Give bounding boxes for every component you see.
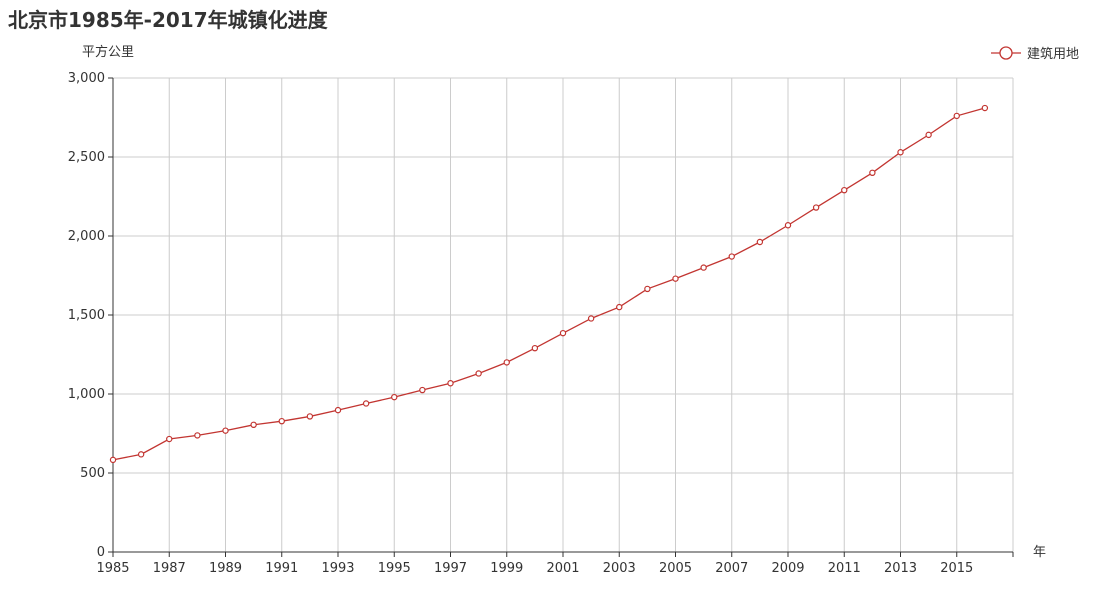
- x-tick-label: 1987: [153, 561, 186, 576]
- data-point[interactable]: [166, 435, 173, 443]
- data-point[interactable]: [531, 344, 539, 352]
- data-point[interactable]: [841, 186, 848, 194]
- data-point[interactable]: [222, 427, 229, 434]
- x-tick-label: 2005: [659, 561, 692, 576]
- data-point[interactable]: [250, 421, 257, 429]
- data-point[interactable]: [391, 393, 398, 401]
- x-tick-label: 2007: [715, 561, 748, 576]
- y-tick-label: 1,500: [68, 308, 105, 323]
- data-point[interactable]: [644, 285, 651, 293]
- data-point[interactable]: [587, 315, 595, 322]
- data-point[interactable]: [700, 264, 707, 271]
- x-tick-label: 2003: [603, 561, 636, 576]
- data-point[interactable]: [278, 417, 285, 425]
- data-point[interactable]: [419, 386, 426, 394]
- data-point[interactable]: [756, 238, 764, 246]
- legend-marker-icon[interactable]: [999, 46, 1013, 60]
- data-point[interactable]: [475, 370, 482, 377]
- y-tick-label: 0: [97, 545, 105, 560]
- x-tick-label: 2011: [828, 561, 861, 576]
- data-point[interactable]: [194, 432, 201, 439]
- chart-title: 北京市1985年-2017年城镇化进度: [8, 8, 328, 32]
- x-tick-label: 1993: [321, 561, 354, 576]
- y-tick-label: 2,500: [68, 150, 105, 165]
- data-point[interactable]: [784, 222, 792, 229]
- data-point[interactable]: [925, 131, 932, 139]
- data-point[interactable]: [137, 451, 145, 458]
- data-point[interactable]: [812, 204, 820, 211]
- x-tick-label: 2001: [546, 561, 579, 576]
- y-axis-label: 平方公里: [82, 44, 134, 60]
- x-tick-label: 1999: [490, 561, 523, 576]
- x-tick-label: 1995: [378, 561, 411, 576]
- data-point[interactable]: [109, 456, 117, 464]
- data-point[interactable]: [334, 406, 342, 414]
- x-tick-label: 2015: [940, 561, 973, 576]
- data-point[interactable]: [503, 359, 510, 366]
- legend-label[interactable]: 建筑用地: [1027, 46, 1079, 62]
- data-point[interactable]: [728, 253, 735, 260]
- x-tick-label: 1985: [96, 561, 129, 576]
- x-tick-label: 1989: [209, 561, 242, 576]
- series-line: [112, 107, 986, 461]
- x-tick-label: 2013: [884, 561, 917, 576]
- x-tick-label: 1991: [265, 561, 298, 576]
- x-tick-label: 1997: [434, 561, 467, 576]
- data-point[interactable]: [953, 112, 960, 120]
- data-point[interactable]: [981, 104, 989, 112]
- y-tick-label: 1,000: [68, 387, 105, 402]
- x-axis-label: 年: [1033, 545, 1046, 560]
- y-tick-label: 500: [80, 466, 105, 481]
- data-point[interactable]: [447, 380, 454, 387]
- data-point[interactable]: [362, 400, 370, 407]
- data-point[interactable]: [559, 329, 567, 337]
- data-point[interactable]: [869, 169, 876, 176]
- data-point[interactable]: [897, 149, 904, 156]
- data-point[interactable]: [616, 303, 623, 311]
- y-tick-label: 2,000: [68, 229, 105, 244]
- x-tick-label: 2009: [771, 561, 804, 576]
- y-tick-label: 3,000: [68, 71, 105, 86]
- data-point[interactable]: [306, 413, 314, 420]
- data-point[interactable]: [672, 275, 679, 282]
